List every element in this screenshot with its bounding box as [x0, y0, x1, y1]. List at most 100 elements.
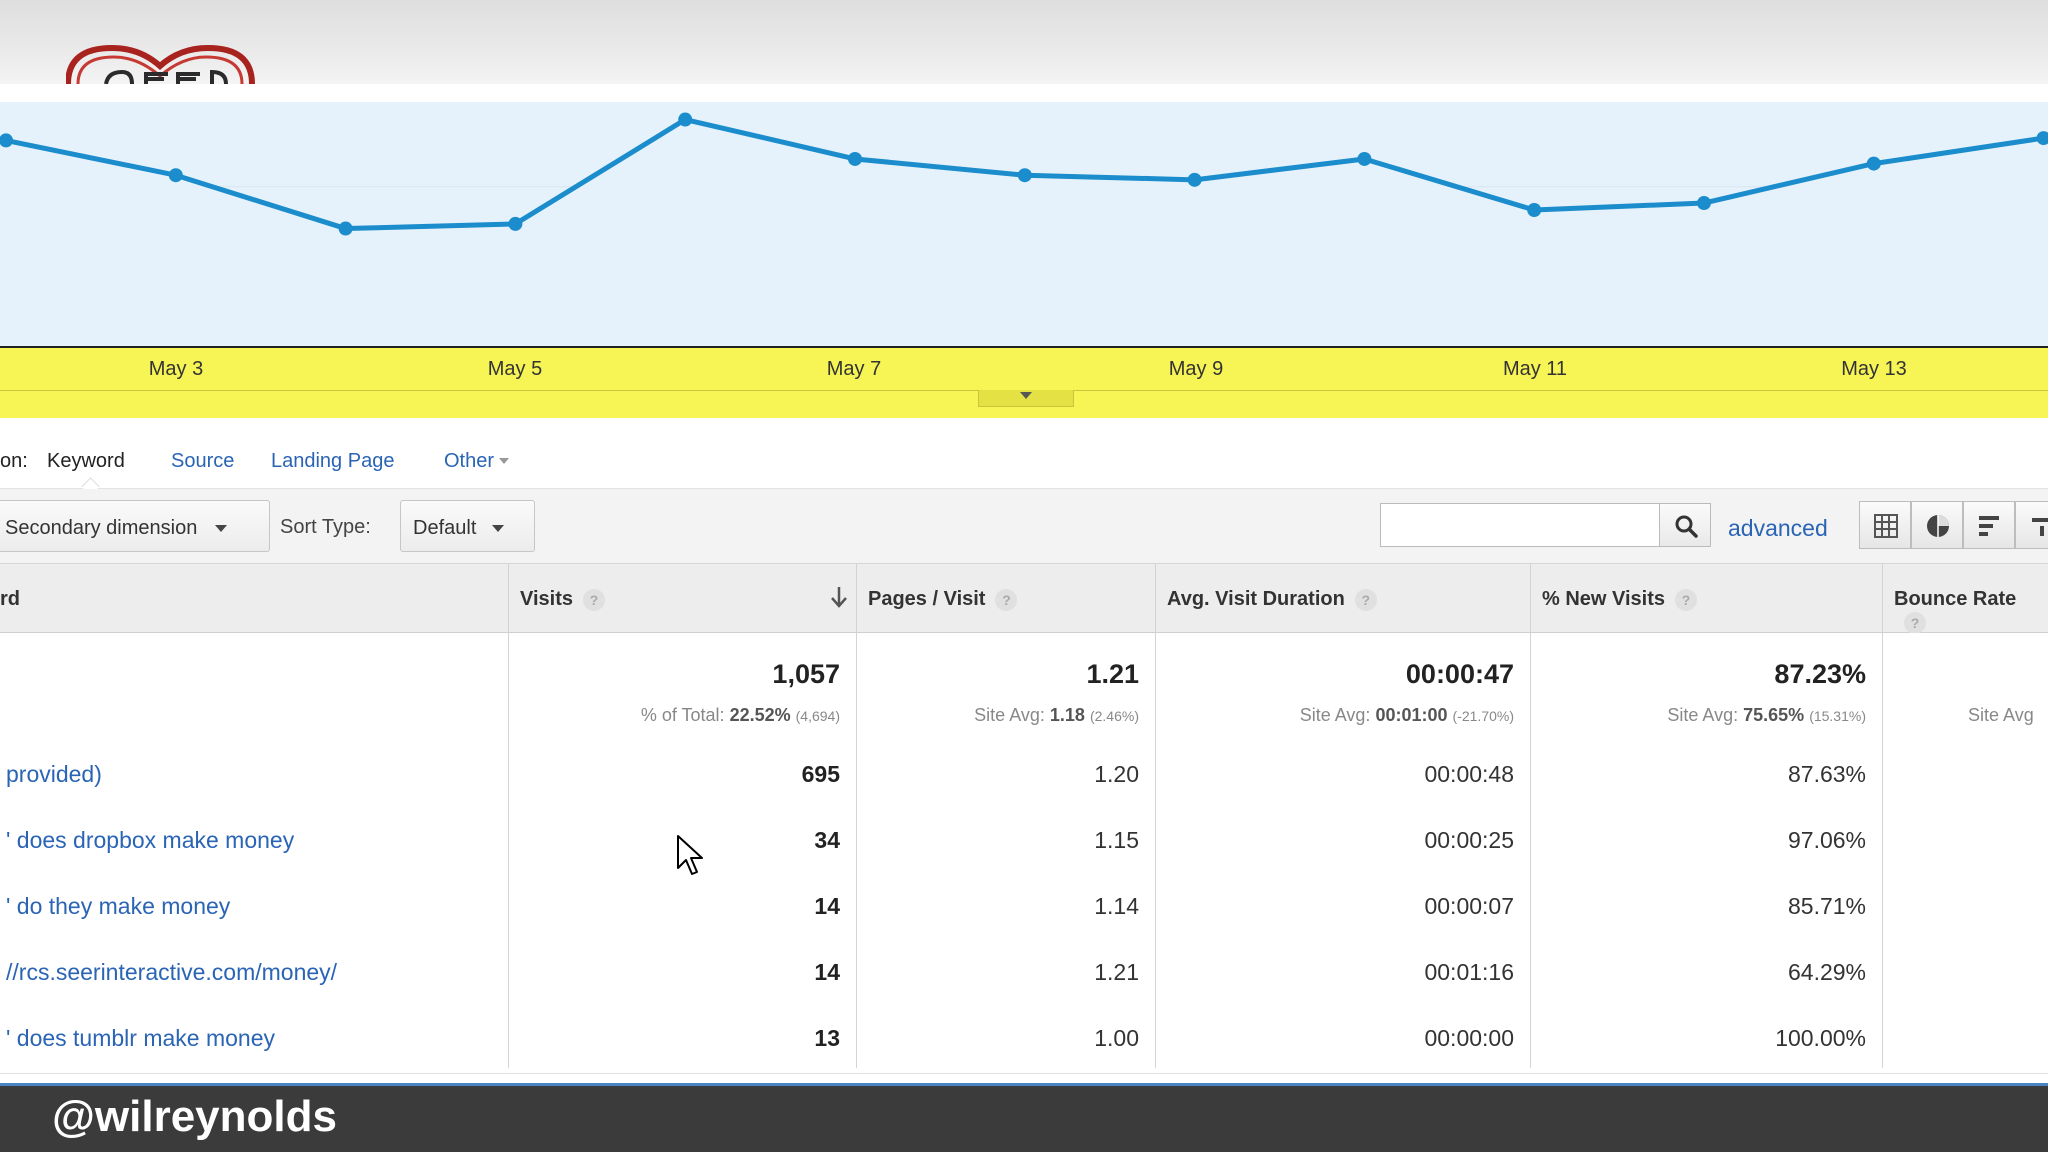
site-avg-value: 00:01:00 [1375, 705, 1448, 725]
duration-cell: 00:00:48 [1424, 761, 1514, 787]
table-row: ' do they make money 14 1.14 00:00:07 85… [0, 875, 2048, 942]
dimension-other-link[interactable]: Other [444, 450, 510, 473]
data-point [1697, 196, 1711, 211]
total-avg-visit-duration: 00:00:47 [1405, 659, 1514, 689]
table-row: ' does dropbox make money 34 1.15 00:00:… [0, 809, 2048, 876]
other-label: Other [444, 450, 495, 472]
compare-view-button[interactable] [2015, 501, 2048, 549]
column-divider [508, 563, 509, 1068]
keyword-cell[interactable]: ' does dropbox make money [6, 827, 295, 853]
visits-cell: 14 [814, 893, 840, 919]
data-point [168, 168, 183, 183]
pages-site-avg: Site Avg: 1.18 (2.46%) [860, 705, 1139, 726]
visits-header-label: Visits [520, 588, 573, 610]
visits-cell: 13 [814, 1025, 840, 1051]
site-avg-prefix: Site Avg: [1299, 705, 1371, 725]
x-tick-label: May 9 [1168, 358, 1224, 380]
new-visits-cell: 64.29% [1787, 959, 1866, 985]
column-header-avg-visit-duration[interactable]: Avg. Visit Duration? [1167, 588, 1377, 611]
data-point [678, 112, 693, 127]
bounce-site-avg: Site Avg [1968, 705, 2034, 725]
help-icon[interactable]: ? [995, 588, 1018, 611]
total-new-visits: 87.23% [1774, 659, 1866, 689]
chevron-down-icon [499, 458, 510, 464]
x-tick-label: May 11 [1502, 358, 1568, 380]
data-point [508, 216, 523, 231]
primary-dimension-bar: on: Keyword Source Landing Page Other [0, 418, 2048, 496]
x-tick-label: May 13 [1841, 358, 1907, 380]
total-visits: 1,057 [772, 659, 840, 689]
compare-icon [2032, 518, 2048, 536]
visits-cell: 34 [814, 827, 840, 853]
share-percent: 22.52% [729, 705, 791, 725]
pages-cell: 1.14 [1094, 893, 1139, 919]
data-point [1187, 172, 1202, 187]
site-avg-diff: (15.31%) [1809, 708, 1866, 724]
bounce-header-label: Bounce Rate [1894, 588, 2017, 610]
sort-descending-icon[interactable] [830, 586, 848, 614]
search-button[interactable] [1659, 503, 1711, 547]
secondary-dimension-dropdown[interactable]: Secondary dimension [0, 500, 270, 552]
keyword-cell[interactable]: ' do they make money [6, 893, 231, 919]
x-tick-label: May 5 [487, 358, 543, 380]
sort-type-label: Sort Type: [280, 516, 371, 538]
data-point [338, 221, 353, 236]
column-header-bounce-rate[interactable]: Bounce Rate? [1894, 588, 2048, 634]
column-header-new-visits[interactable]: % New Visits? [1542, 588, 1698, 611]
table-header-row: rd Visits? Pages / Visit? Avg. Visit Dur… [0, 563, 2048, 634]
pages-cell: 1.21 [1094, 959, 1139, 985]
chevron-down-icon [492, 525, 505, 533]
duration-cell: 00:00:25 [1424, 827, 1514, 853]
visits-cell: 695 [801, 761, 840, 787]
chart-collapse-handle[interactable] [978, 390, 1074, 407]
keyword-cell[interactable]: //rcs.seerinteractive.com/money/ [6, 959, 338, 985]
search-icon [1675, 515, 1698, 538]
duration-site-avg: Site Avg: 00:01:00 (-21.70%) [1160, 705, 1514, 726]
new-visits-cell: 87.63% [1787, 761, 1866, 787]
new-visits-header-label: % New Visits [1542, 588, 1666, 610]
total-pages-per-visit: 1.21 [1086, 659, 1139, 689]
twitter-handle: @wilreynolds [52, 1092, 337, 1141]
help-icon[interactable]: ? [1354, 588, 1377, 611]
column-header-keyword[interactable]: rd [0, 588, 20, 610]
data-point [848, 151, 862, 166]
chart-plot [0, 102, 2048, 346]
x-tick-label: May 7 [826, 358, 882, 380]
new-visits-cell: 85.71% [1787, 893, 1866, 919]
new-visits-site-avg: Site Avg: 75.65% (15.31%) [1540, 705, 1866, 726]
top-header-bar [0, 0, 2048, 84]
advanced-filter-link[interactable]: advanced [1728, 515, 1828, 541]
table-view-button[interactable] [1859, 501, 1911, 549]
duration-cell: 00:00:07 [1424, 893, 1514, 919]
pages-cell: 1.00 [1094, 1025, 1139, 1051]
table-search-input[interactable] [1380, 503, 1660, 547]
dimension-source-link[interactable]: Source [171, 450, 235, 472]
help-icon[interactable]: ? [1904, 611, 1926, 634]
presenter-footer: @wilreynolds [0, 1083, 2048, 1152]
table-row: //rcs.seerinteractive.com/money/ 14 1.21… [0, 941, 2048, 1008]
data-point [0, 133, 13, 148]
site-avg-value: 1.18 [1049, 705, 1085, 725]
help-icon[interactable]: ? [583, 588, 605, 611]
pages-cell: 1.15 [1094, 827, 1139, 853]
pie-view-button[interactable] [1911, 501, 1963, 549]
sort-type-dropdown[interactable]: Default [400, 500, 535, 552]
site-avg-diff: (-21.70%) [1452, 708, 1514, 724]
table-toolbar: Secondary dimension Sort Type: Default a… [0, 489, 2048, 563]
keyword-cell[interactable]: provided) [6, 761, 102, 787]
chevron-down-icon [215, 525, 228, 533]
column-header-visits[interactable]: Visits? [520, 588, 605, 611]
dimension-landing-page-link[interactable]: Landing Page [271, 450, 395, 472]
column-header-pages-per-visit[interactable]: Pages / Visit? [868, 588, 1018, 611]
visits-cell: 14 [814, 959, 840, 985]
chart-x-axis: May 3 May 5 May 7 May 9 May 11 May 13 [0, 346, 2048, 420]
keyword-cell[interactable]: ' does tumblr make money [6, 1025, 276, 1051]
bar-view-button[interactable] [1963, 501, 2015, 549]
help-icon[interactable]: ? [1675, 588, 1698, 611]
new-visits-cell: 97.06% [1787, 827, 1866, 853]
mouse-cursor-icon [676, 834, 706, 883]
seer-logo [66, 44, 306, 84]
chart-area-fill [0, 119, 2048, 346]
sort-type-value: Default [413, 517, 477, 539]
keyword-data-table: rd Visits? Pages / Visit? Avg. Visit Dur… [0, 563, 2048, 1083]
